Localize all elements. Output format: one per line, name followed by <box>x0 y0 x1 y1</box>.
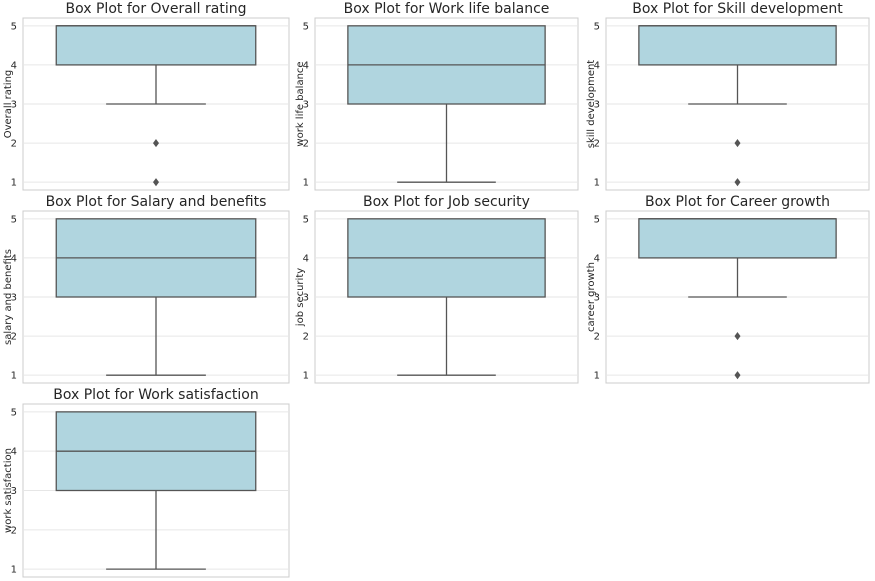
y-axis-label: work life balance <box>295 61 306 146</box>
chart-title: Box Plot for Skill development <box>632 1 843 17</box>
y-tick-label: 5 <box>594 21 600 32</box>
y-tick-label: 3 <box>11 100 17 111</box>
chart-title: Box Plot for Work satisfaction <box>53 387 258 403</box>
y-tick-label: 5 <box>11 21 17 32</box>
y-axis-label: skill development <box>586 60 597 149</box>
y-tick-label: 5 <box>303 214 309 225</box>
y-tick-label: 3 <box>594 100 600 111</box>
outlier-point <box>734 139 741 148</box>
outlier-point <box>152 139 160 148</box>
y-tick-label: 4 <box>11 60 17 71</box>
panel-work-life-balance: 1 2 3 4 5 Box Plot for Work life balance work … <box>295 1 579 191</box>
y-tick-label: 2 <box>11 525 17 536</box>
chart-title: Box Plot for Overall rating <box>66 1 247 17</box>
y-tick-label: 2 <box>303 332 309 343</box>
y-tick-label: 2 <box>11 139 17 150</box>
chart-title: Box Plot for Career growth <box>645 194 830 210</box>
y-tick-label: 2 <box>11 332 17 343</box>
y-tick-label: 4 <box>11 253 17 264</box>
y-tick-label: 4 <box>303 60 309 71</box>
y-axis-label: salary and benefits <box>3 249 14 345</box>
outlier-point <box>734 332 741 341</box>
y-axis-label: job security <box>295 268 306 327</box>
chart-title: Box Plot for Job security <box>363 194 530 210</box>
y-tick-label: 5 <box>594 214 600 225</box>
outlier-point <box>152 178 160 187</box>
y-tick-label: 1 <box>303 371 309 382</box>
y-tick-label: 4 <box>594 60 600 71</box>
iqr-box <box>638 25 837 66</box>
iqr-box <box>638 218 837 259</box>
y-axis-label: work satisfaction <box>3 448 14 533</box>
y-tick-label: 1 <box>11 178 17 189</box>
y-tick-label: 4 <box>303 253 309 264</box>
y-tick-label: 1 <box>594 371 600 382</box>
iqr-box <box>55 25 257 66</box>
y-tick-label: 4 <box>11 447 17 458</box>
y-tick-label: 5 <box>303 21 309 32</box>
y-tick-label: 3 <box>303 100 309 111</box>
panel-job-security: 1 2 3 4 5 Box Plot for Job security job securi… <box>295 194 579 384</box>
y-tick-label: 2 <box>594 139 600 150</box>
y-tick-label: 3 <box>11 293 17 304</box>
y-tick-label: 4 <box>594 253 600 264</box>
y-tick-label: 3 <box>303 293 309 304</box>
panel-skill-development: 1 2 3 4 5 Box Plot for Skill development skill… <box>586 1 870 191</box>
y-tick-label: 1 <box>11 565 17 576</box>
outlier-point <box>734 371 741 380</box>
panel-work-satisfaction: 1 2 3 4 5 Box Plot for Work satisfaction work … <box>3 387 290 578</box>
panel-career-growth: 1 2 3 4 5 Box Plot for Career growth career gr… <box>586 194 870 384</box>
y-axis-label: career growth <box>586 262 597 332</box>
y-tick-label: 1 <box>594 178 600 189</box>
y-tick-label: 1 <box>11 371 17 382</box>
y-tick-label: 5 <box>11 407 17 418</box>
y-tick-label: 3 <box>11 486 17 497</box>
y-tick-label: 3 <box>594 293 600 304</box>
chart-title: Box Plot for Salary and benefits <box>46 194 267 210</box>
panel-overall-rating: 1 2 3 4 5 Box Plot for Overall rating Overall … <box>3 1 290 191</box>
outlier-point <box>734 178 741 187</box>
chart-title: Box Plot for Work life balance <box>344 1 550 17</box>
panel-salary-and-benefits: 1 2 3 4 5 Box Plot for Salary and benefits sal… <box>3 194 290 384</box>
y-tick-label: 1 <box>303 178 309 189</box>
y-tick-label: 2 <box>594 332 600 343</box>
y-tick-label: 5 <box>11 214 17 225</box>
y-axis-label: Overall rating <box>3 70 14 139</box>
y-tick-label: 2 <box>303 139 309 150</box>
